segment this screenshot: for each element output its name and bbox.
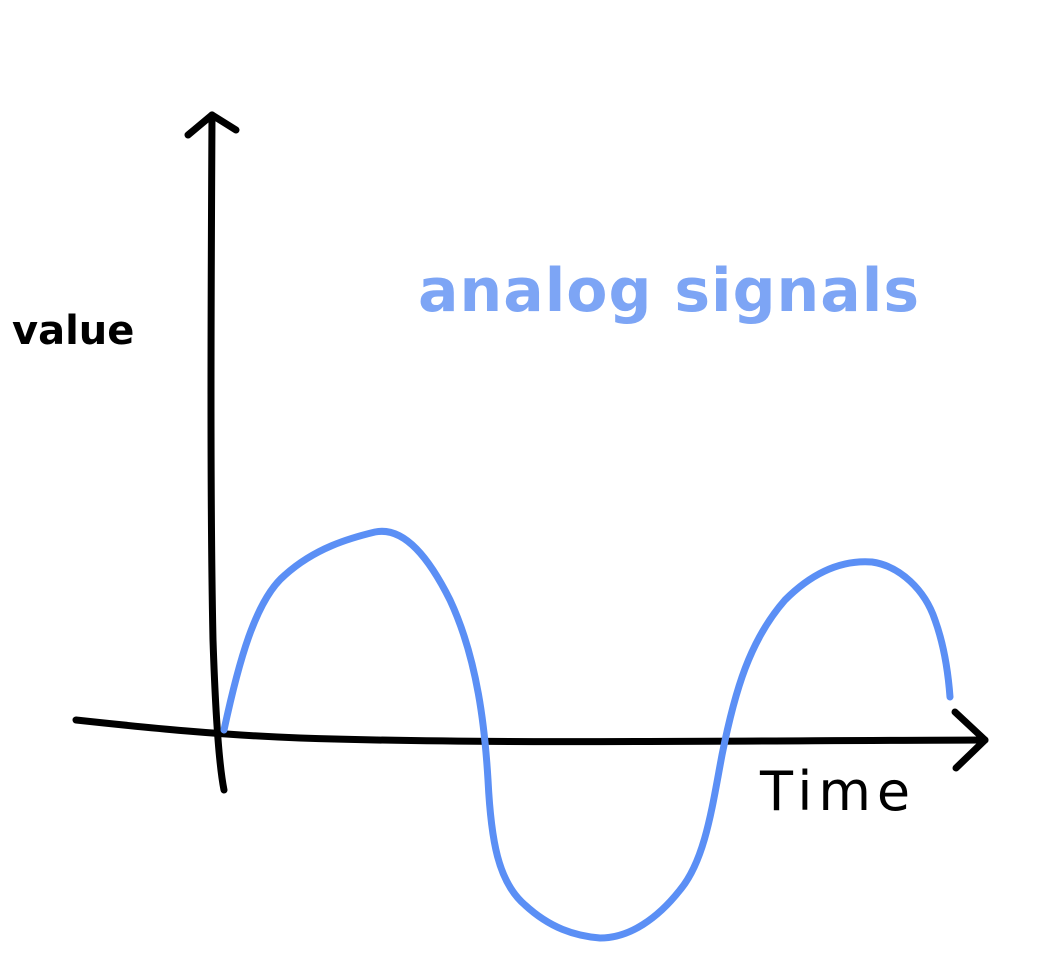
y-axis-label: value	[12, 308, 135, 354]
signal-wave	[220, 527, 954, 942]
diagram-title: analog signals	[418, 256, 921, 326]
x-axis-arrowhead	[951, 708, 989, 772]
x-axis-label: Time	[760, 760, 917, 823]
y-axis-arrowhead	[184, 111, 240, 139]
x-axis-line	[72, 716, 989, 746]
y-axis-line	[207, 111, 228, 794]
